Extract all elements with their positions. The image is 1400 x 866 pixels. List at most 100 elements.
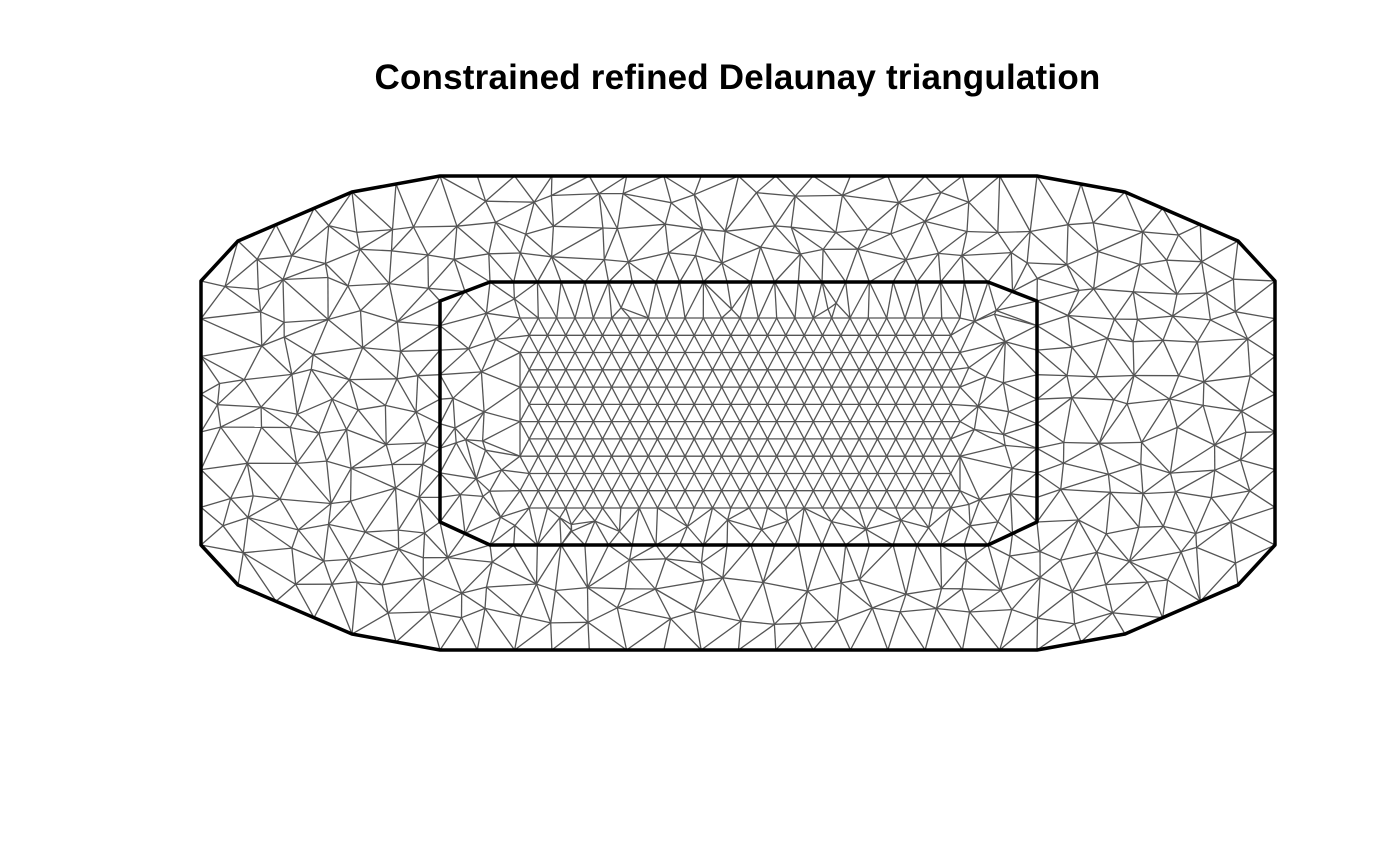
mesh-edge xyxy=(425,423,441,444)
mesh-edge xyxy=(1230,521,1237,564)
mesh-edge xyxy=(331,379,350,400)
mesh-edge xyxy=(799,591,809,624)
mesh-edge xyxy=(528,386,539,405)
mesh-edge xyxy=(258,278,284,290)
mesh-edge xyxy=(812,455,824,474)
mesh-edge xyxy=(924,192,942,222)
mesh-edge xyxy=(611,369,622,388)
mesh-edge xyxy=(997,175,1001,233)
mesh-edge xyxy=(520,583,538,617)
mesh-edge xyxy=(312,319,329,355)
mesh-edge xyxy=(774,225,792,228)
mesh-edge xyxy=(565,507,573,525)
mesh-edge xyxy=(592,455,604,474)
mesh-edge xyxy=(1169,472,1177,493)
mesh-edge xyxy=(356,232,361,250)
mesh-edge xyxy=(999,175,1031,232)
mesh-edge xyxy=(592,352,604,371)
mesh-edge xyxy=(1092,222,1099,252)
mesh-edge xyxy=(702,281,732,310)
mesh-edge xyxy=(565,473,576,492)
mesh-edge xyxy=(968,201,999,233)
mesh-edge xyxy=(500,490,521,518)
mesh-edge xyxy=(418,472,441,498)
mesh-edge xyxy=(916,253,940,283)
mesh-edge xyxy=(1214,410,1243,446)
mesh-edge xyxy=(774,225,801,255)
mesh-edge xyxy=(500,507,530,518)
mesh-edge xyxy=(974,428,1004,436)
mesh-edge xyxy=(827,308,833,319)
mesh-edge xyxy=(282,276,328,281)
mesh-edge xyxy=(628,544,633,561)
mesh-edge xyxy=(1168,375,1180,400)
mesh-edge xyxy=(663,175,672,203)
mesh-edge xyxy=(1176,404,1204,428)
mesh-edge xyxy=(1239,432,1247,461)
mesh-edge xyxy=(520,252,552,258)
mesh-edge xyxy=(654,588,672,619)
mesh-edge xyxy=(259,311,263,346)
mesh-edge xyxy=(584,259,605,283)
mesh-edge xyxy=(959,281,965,319)
mesh-edge xyxy=(482,490,491,497)
mesh-edge xyxy=(200,544,244,554)
mesh-edge xyxy=(513,298,521,319)
mesh-edge xyxy=(318,432,328,462)
mesh-edge xyxy=(687,507,713,528)
mesh-edge xyxy=(790,226,824,250)
mesh-edge xyxy=(1232,279,1236,312)
mesh-edge xyxy=(415,411,427,444)
mesh-edge xyxy=(260,373,293,408)
mesh-edge xyxy=(465,411,485,441)
mesh-edge xyxy=(940,281,961,319)
mesh-edge xyxy=(464,496,484,534)
mesh-edge xyxy=(887,175,900,203)
mesh-edge xyxy=(876,490,888,509)
mesh-edge xyxy=(961,231,999,257)
mesh-edge xyxy=(950,320,975,336)
mesh-edge xyxy=(283,318,329,338)
mesh-edge xyxy=(1009,555,1041,578)
mesh-edge xyxy=(260,311,285,323)
mesh-edge xyxy=(257,255,292,260)
mesh-edge xyxy=(905,593,937,610)
mesh-edge xyxy=(536,281,539,319)
mesh-edge xyxy=(663,175,695,196)
mesh-edge xyxy=(230,495,254,500)
mesh-edge xyxy=(1232,240,1239,280)
mesh-edge xyxy=(922,421,934,440)
mesh-edge xyxy=(1026,231,1031,263)
mesh-edge xyxy=(774,195,796,227)
mesh-edge xyxy=(895,421,906,440)
mesh-edge xyxy=(525,225,554,235)
mesh-edge xyxy=(724,230,761,248)
mesh-edge xyxy=(840,582,873,609)
mesh-edge xyxy=(821,352,833,371)
mesh-edge xyxy=(797,281,814,319)
mesh-edge xyxy=(1241,393,1276,412)
mesh-edge xyxy=(1142,231,1168,261)
mesh-edge xyxy=(665,223,703,230)
mesh-edge xyxy=(774,520,789,546)
mesh-edge xyxy=(461,561,493,594)
mesh-edge xyxy=(858,317,869,336)
mesh-edge xyxy=(219,379,245,385)
mesh-edge xyxy=(794,438,805,457)
mesh-edge xyxy=(867,228,892,235)
mesh-edge xyxy=(536,583,556,592)
mesh-edge xyxy=(1097,250,1140,266)
mesh-edge xyxy=(1137,315,1173,320)
mesh-edge xyxy=(757,352,769,371)
mesh-edge xyxy=(318,398,333,434)
mesh-edge xyxy=(831,303,837,319)
mesh-edge xyxy=(1142,231,1179,236)
mesh-edge xyxy=(721,262,752,283)
mesh-edge xyxy=(617,223,666,230)
mesh-edge xyxy=(364,531,399,550)
mesh-edge xyxy=(1005,444,1038,449)
mesh-edge xyxy=(840,490,851,509)
mesh-edge xyxy=(519,252,538,283)
mesh-edge xyxy=(895,369,906,388)
mesh-edge xyxy=(519,386,530,405)
